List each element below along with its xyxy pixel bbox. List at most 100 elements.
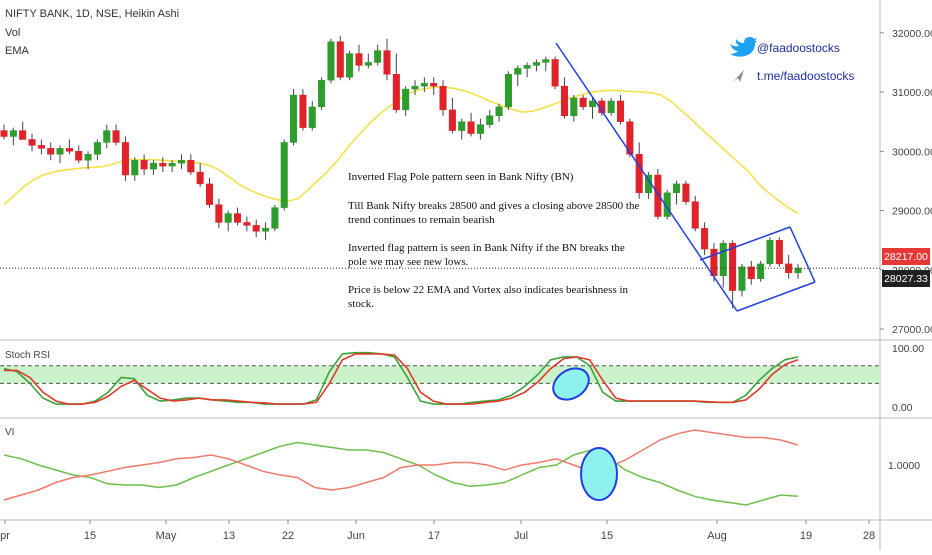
candle-body [514,68,522,75]
ema-layer [3,86,799,215]
annotation-line: Price is below 22 EMA and Vortex also in… [348,284,629,296]
candle-body [542,59,550,63]
time-axis-label: 28 [863,530,875,542]
candle-body [47,148,55,155]
candle-body [626,121,634,155]
candle-body [616,100,625,122]
annotation-line: Inverted Flag Pole pattern seen in Bank … [348,171,574,183]
channel-right-line[interactable] [789,226,816,283]
candle-body [0,130,8,137]
time-axis: pr 15 May 13 22 Jun 17 Jul 15 Aug 19 28 [0,520,875,542]
candle-body [560,85,568,117]
candle-body [103,130,111,143]
candle-body [252,225,260,232]
candle-body [196,171,204,185]
candle-body [579,97,587,108]
time-axis-label: 19 [800,530,812,542]
candle-body [84,154,92,161]
candle-body [775,239,783,265]
annotation-line: pole we may see new lows. [348,256,469,268]
candle-body [280,142,288,208]
annotation-line: Till Bank Nifty breaks 28500 and gives a… [348,200,639,212]
candle-body [701,228,709,250]
ema-line [3,86,799,215]
flag-channel-drawing[interactable] [555,42,816,312]
annotation-line: Inverted flag pattern is seen in Bank Ni… [348,242,625,254]
candle-body [794,267,802,274]
channel-upper-line[interactable] [555,42,738,312]
candle-body [448,109,456,131]
candle-body [439,85,447,111]
candle-body [476,124,484,134]
candle-body [37,145,45,149]
stoch-axis-label: 0.00 [892,402,913,414]
candle-body [271,207,279,229]
annotation-line: trend continues to remain bearish [348,214,495,226]
candle-body [65,148,73,152]
candle-body [93,142,101,155]
time-axis-label: May [156,530,177,542]
candle-body [495,106,503,117]
candle-body [346,53,354,78]
candle-body [551,59,559,87]
price-tag-current: 28027.33 [882,270,930,287]
vi-line [3,441,799,506]
candle-body [19,130,27,140]
candle-body [682,183,690,202]
price-tag-current-text: 28027.33 [884,273,928,285]
candle-body [458,121,466,131]
vi-highlight-ellipse[interactable] [580,447,618,501]
ema-indicator-label[interactable]: EMA [5,45,30,57]
candle-body [523,65,531,69]
candle-body [532,62,540,66]
candles-layer [0,35,802,309]
stoch-band-layer [0,365,880,384]
candle-body [467,121,475,134]
time-axis-label: 15 [84,530,96,542]
candle-body [56,148,64,155]
candle-body [654,174,662,217]
candle-body [112,130,120,143]
vi-line [3,429,799,501]
candle-body [308,106,316,128]
time-axis-label: 22 [282,530,294,542]
candle-body [635,154,643,194]
candle-body [402,88,410,111]
twitter-handle[interactable]: @faadoostocks [757,41,840,55]
candle-body [159,162,167,167]
candle-body [588,100,597,108]
candle-body [234,213,242,223]
candle-body [290,94,298,143]
candle-body [224,213,232,223]
candle-body [187,159,195,173]
candle-body [663,192,671,217]
candle-body [140,159,148,170]
stoch-layer [3,351,799,405]
candle-body [355,53,363,66]
vol-indicator-label[interactable]: Vol [5,27,20,39]
candle-body [215,204,223,223]
vi-axis-label: 1.0000 [888,460,920,472]
candle-body [785,263,793,274]
candle-body [299,94,307,128]
stoch-highlight-ellipse[interactable] [547,362,594,406]
candle-body [570,97,578,117]
vi-label[interactable]: VI [5,427,14,438]
channel-top-line[interactable] [699,226,791,261]
stoch-rsi-label[interactable]: Stoch RSI [5,350,50,361]
time-axis-label: Jun [347,530,365,542]
telegram-icon [733,70,744,82]
candle-body [327,41,335,81]
channel-lower-line[interactable] [736,281,816,312]
candle-body [9,130,17,137]
candle-body [710,248,718,276]
telegram-handle[interactable]: t.me/faadoostocks [757,69,854,83]
candle-body [262,228,270,232]
candle-body [729,242,737,291]
candle-body [168,162,176,167]
candle-body [336,41,344,78]
stoch-band [0,365,880,384]
candle-body [121,142,129,176]
